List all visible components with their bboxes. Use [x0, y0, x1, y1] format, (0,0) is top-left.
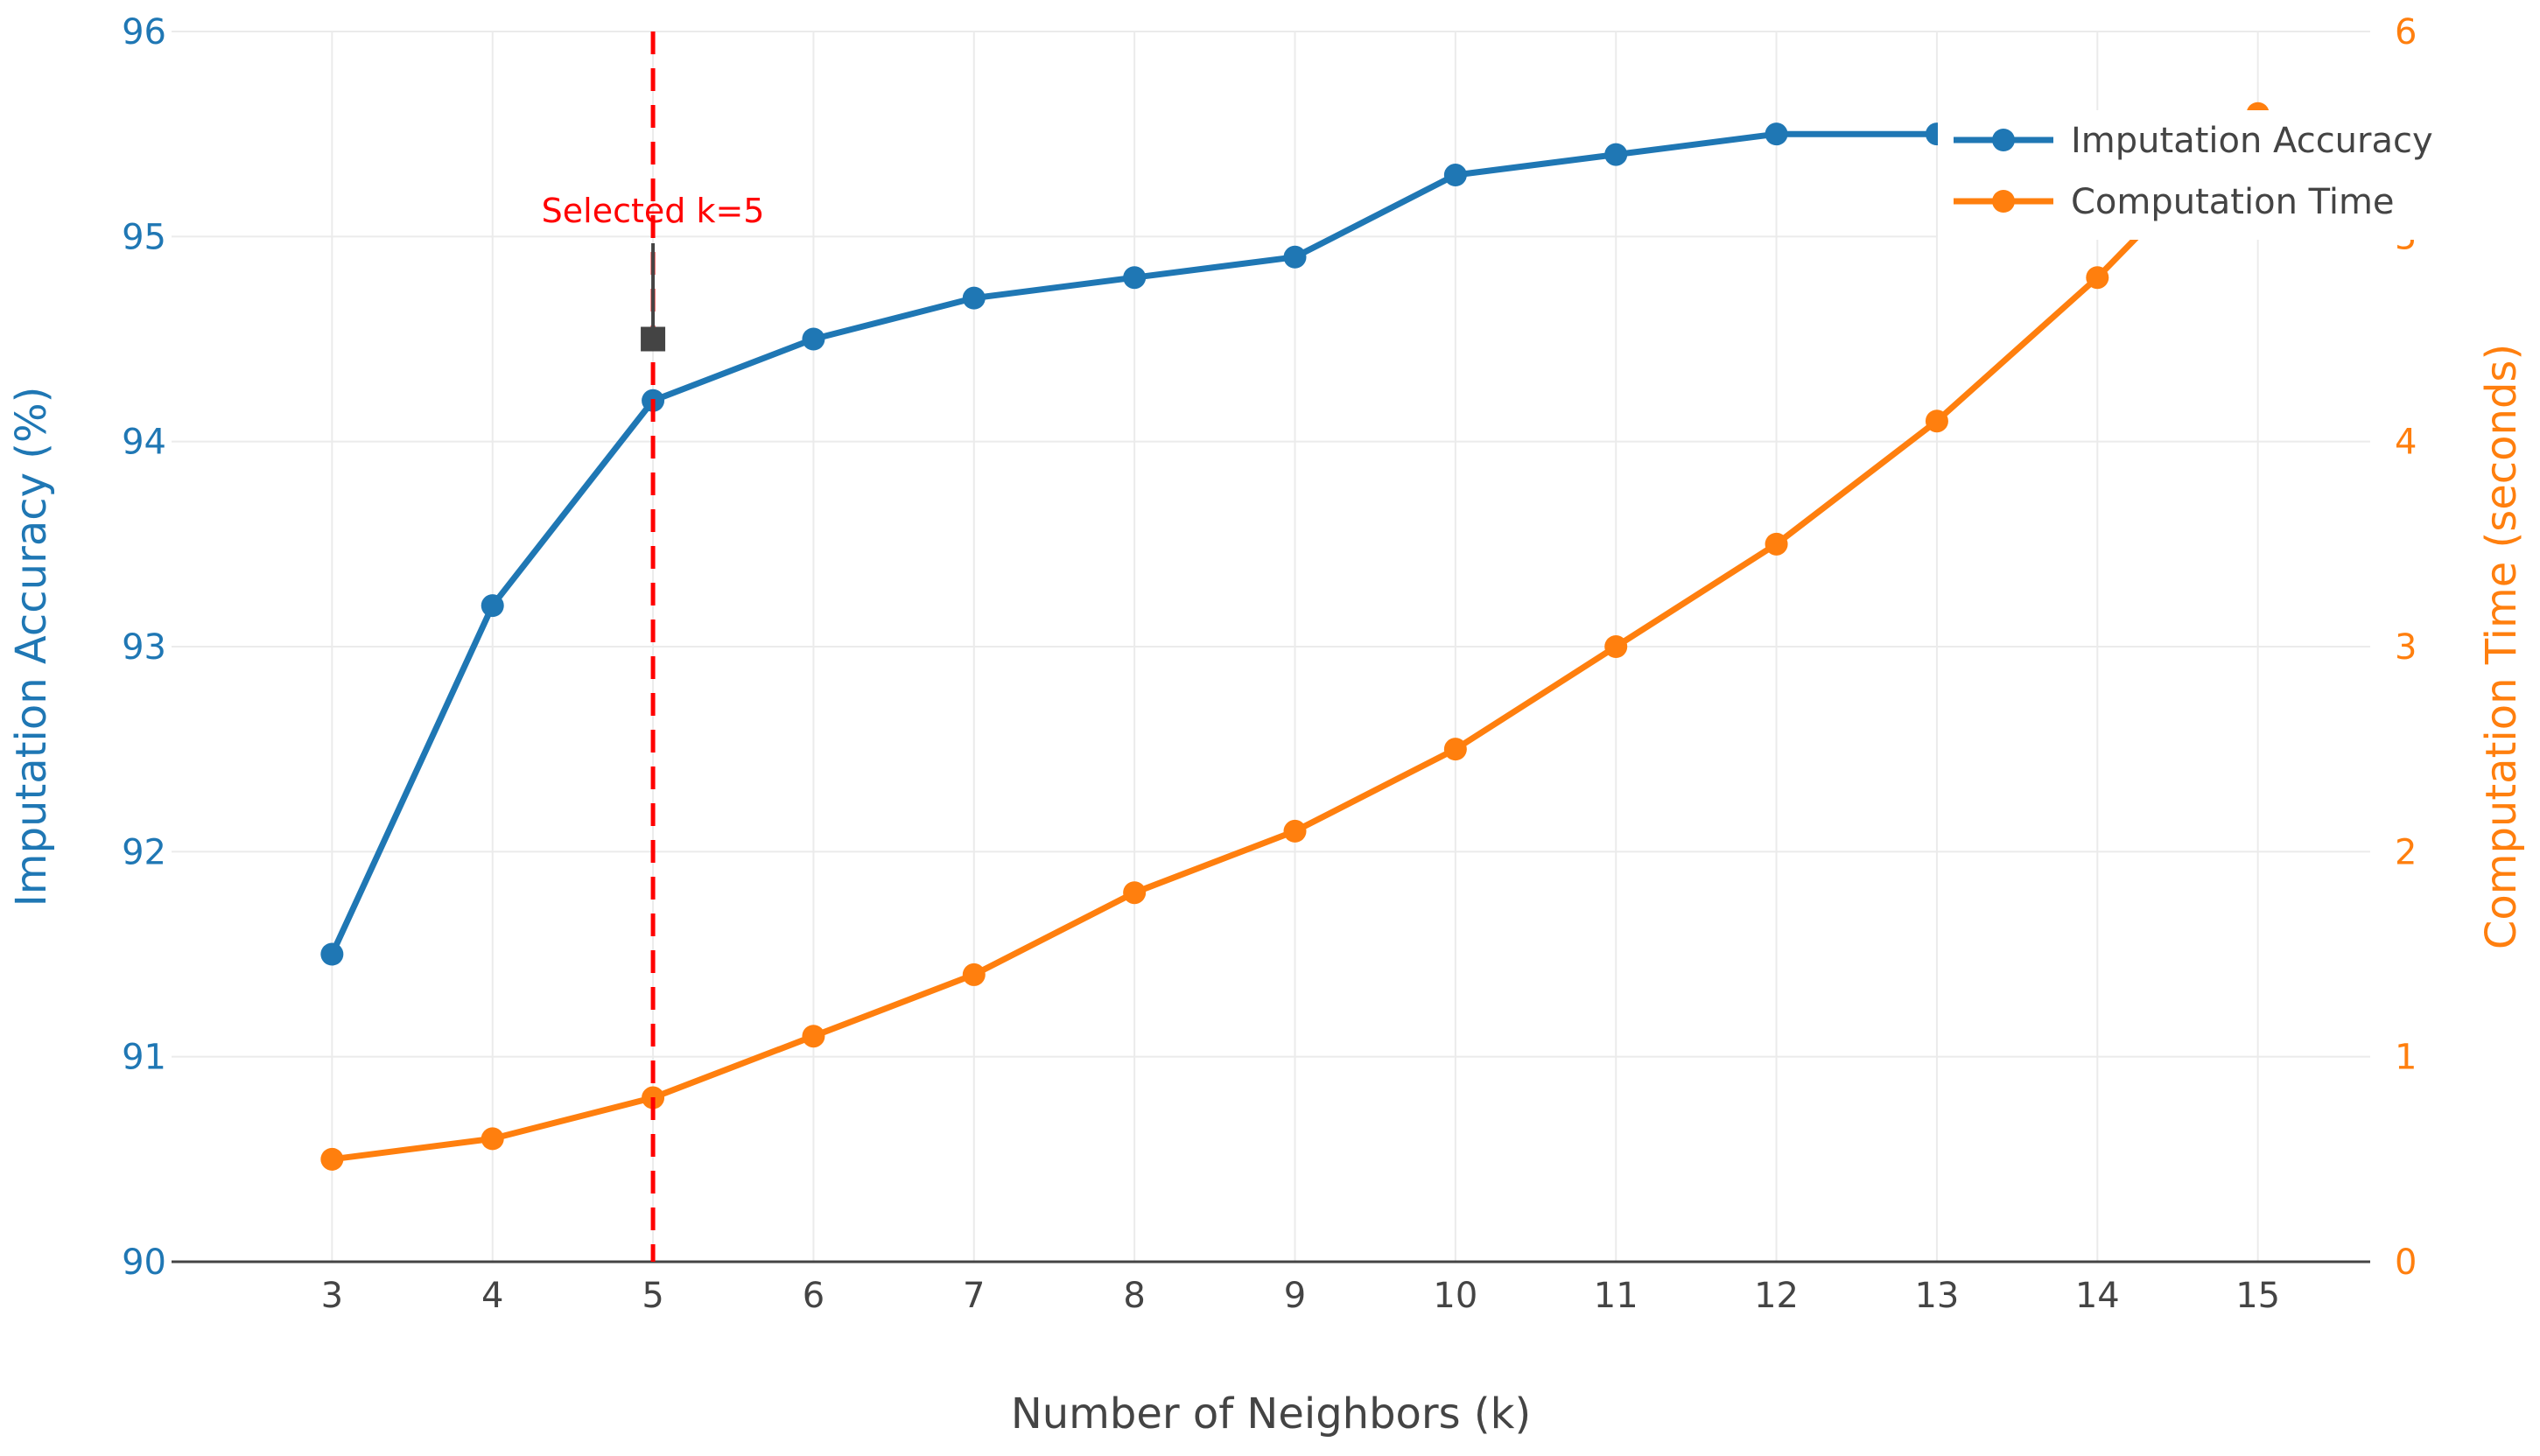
- x-tick-label: 4: [481, 1276, 503, 1316]
- legend-time-label: Computation Time: [2071, 182, 2395, 222]
- y-tick-label: 92: [122, 832, 166, 872]
- time-point: [962, 962, 986, 986]
- x-tick-label: 12: [1754, 1276, 1799, 1316]
- time-point: [1283, 819, 1307, 843]
- y-tick-label: 95: [122, 217, 166, 257]
- axis-labels: Number of Neighbors (k) Imputation Accur…: [7, 344, 2526, 1438]
- y-tick-label: 94: [122, 423, 166, 463]
- y2-tick-label: 4: [2395, 423, 2417, 463]
- accuracy-point: [802, 327, 825, 351]
- time-point: [481, 1127, 504, 1151]
- x-tick-label: 11: [1594, 1276, 1638, 1316]
- time-point: [1443, 738, 1467, 761]
- time-point: [2086, 266, 2109, 290]
- accuracy-point: [1765, 122, 1788, 146]
- y-tick-label: 96: [122, 12, 166, 52]
- accuracy-point: [320, 942, 344, 966]
- legend-accuracy-marker: [1992, 129, 2015, 151]
- x-tick-label: 13: [1914, 1276, 1959, 1316]
- time-point: [1925, 410, 1948, 433]
- x-tick-label: 10: [1433, 1276, 1477, 1316]
- accuracy-point: [1443, 164, 1467, 187]
- x-tick-label: 15: [2235, 1276, 2280, 1316]
- x-axis-title: Number of Neighbors (k): [1011, 1390, 1531, 1438]
- time-point: [1123, 881, 1147, 905]
- y2-tick-label: 0: [2395, 1242, 2417, 1283]
- axes: 3456789101112131415909192939495960123456: [122, 12, 2417, 1316]
- y-tick-label: 90: [122, 1242, 166, 1283]
- time-point: [1765, 532, 1788, 556]
- time-point: [1604, 635, 1628, 658]
- annotations: Selected k=5: [542, 32, 765, 1262]
- time-point: [320, 1147, 344, 1171]
- legend: Imputation Accuracy Computation Time: [1938, 110, 2437, 240]
- accuracy-point: [1123, 266, 1147, 290]
- accuracy-point: [481, 594, 504, 618]
- y2-tick-label: 6: [2395, 12, 2417, 52]
- accuracy-point: [1283, 245, 1307, 269]
- x-tick-label: 7: [963, 1276, 985, 1316]
- y-tick-label: 93: [122, 627, 166, 668]
- time-point: [802, 1025, 825, 1048]
- legend-accuracy-label: Imputation Accuracy: [2071, 121, 2433, 161]
- x-tick-label: 3: [321, 1276, 343, 1316]
- x-tick-label: 8: [1123, 1276, 1145, 1316]
- selected-k-label: Selected k=5: [542, 192, 765, 230]
- annotation-arrow-head: [641, 326, 666, 352]
- x-tick-label: 6: [803, 1276, 824, 1316]
- y-axis-title: Imputation Accuracy (%): [7, 387, 56, 907]
- accuracy-point: [1604, 143, 1628, 166]
- y2-axis-title: Computation Time (seconds): [2477, 344, 2526, 949]
- y-tick-label: 91: [122, 1038, 166, 1078]
- series-points: [320, 102, 2270, 1171]
- accuracy-point: [962, 286, 986, 310]
- legend-box: [1938, 110, 2437, 240]
- y2-tick-label: 1: [2395, 1038, 2417, 1078]
- x-tick-label: 5: [642, 1276, 663, 1316]
- y2-tick-label: 2: [2395, 832, 2417, 872]
- x-tick-label: 14: [2075, 1276, 2120, 1316]
- y2-tick-label: 3: [2395, 627, 2417, 668]
- x-tick-label: 9: [1284, 1276, 1306, 1316]
- legend-time-marker: [1992, 190, 2015, 213]
